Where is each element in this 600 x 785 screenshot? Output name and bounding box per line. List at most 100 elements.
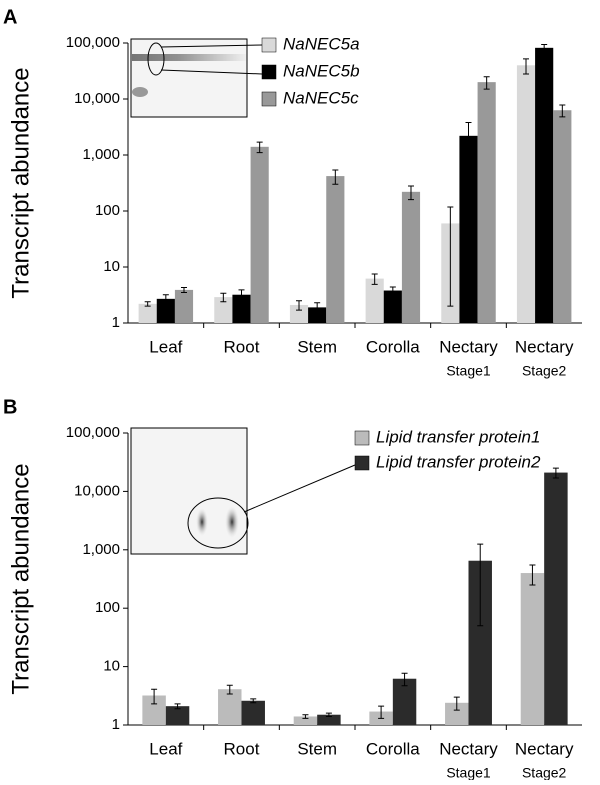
error-bar <box>302 714 309 719</box>
legend-label: NaNEC5b <box>283 61 360 80</box>
panel-label: A <box>3 6 17 28</box>
x-tick-label: Corolla <box>366 739 420 758</box>
bar <box>392 678 417 725</box>
bar <box>516 65 536 323</box>
y-tick-label: 10 <box>103 258 120 275</box>
error-bar <box>407 185 414 201</box>
gel-inset <box>130 427 356 555</box>
y-tick-label: 10,000 <box>74 90 120 107</box>
bar <box>468 560 492 725</box>
error-bar <box>325 712 332 717</box>
error-bar <box>541 44 548 53</box>
bar <box>477 82 496 323</box>
y-tick-label: 100,000 <box>66 424 120 441</box>
x-tick-label: Nectary <box>439 337 498 356</box>
legend-swatch <box>261 37 277 53</box>
legend-swatch <box>261 91 277 107</box>
bar <box>214 297 233 323</box>
bar <box>445 702 469 725</box>
error-bar <box>477 543 484 627</box>
bar <box>401 191 421 323</box>
legend-label: NaNEC5c <box>283 88 359 107</box>
x-tick-label: Stem <box>297 739 337 758</box>
error-bar <box>314 302 321 314</box>
error-bar <box>332 169 339 185</box>
error-bar <box>559 104 566 118</box>
error-bar <box>453 696 460 711</box>
y-tick-label: 1,000 <box>82 541 120 558</box>
error-bar <box>378 705 385 719</box>
bar <box>520 573 545 725</box>
y-axis-label: Transcript abundance <box>7 463 34 694</box>
error-bar <box>447 206 454 307</box>
x-tick-label: Stem <box>297 337 337 356</box>
x-tick-sublabel: Stage2 <box>522 363 567 379</box>
bar <box>293 716 318 725</box>
error-bar <box>180 287 187 294</box>
y-tick-label: 1 <box>112 716 120 733</box>
y-tick-label: 1 <box>112 314 120 331</box>
bar <box>383 290 402 323</box>
x-tick-label: Nectary <box>439 739 498 758</box>
x-tick-sublabel: Stage1 <box>446 765 491 780</box>
y-axis-label: Transcript abundance <box>7 67 34 298</box>
error-bar <box>371 273 378 285</box>
error-bar <box>529 564 536 586</box>
error-bar <box>389 286 396 296</box>
error-bar <box>296 300 303 311</box>
bar <box>165 706 190 725</box>
x-tick-label: Corolla <box>366 337 420 356</box>
legend-label: NaNEC5a <box>283 34 360 53</box>
bar <box>156 298 175 323</box>
bar <box>174 289 194 323</box>
bar <box>317 714 341 725</box>
error-bar <box>226 684 233 695</box>
panel-label: B <box>3 396 17 418</box>
x-tick-label: Leaf <box>149 337 182 356</box>
y-tick-label: 10 <box>103 658 120 675</box>
x-tick-label: Nectary <box>515 337 574 356</box>
x-tick-sublabel: Stage2 <box>522 765 567 780</box>
bar <box>326 176 345 323</box>
y-tick-label: 100,000 <box>66 34 120 51</box>
bar <box>553 110 572 323</box>
legend-swatch <box>354 430 370 446</box>
bar <box>218 689 242 725</box>
error-bar <box>483 76 490 90</box>
y-tick-label: 100 <box>95 599 120 616</box>
x-tick-label: Leaf <box>149 739 182 758</box>
legend-swatch <box>261 64 277 80</box>
bar <box>289 304 309 323</box>
error-bar <box>174 703 181 710</box>
bar <box>250 146 269 323</box>
gel-inset <box>130 38 263 118</box>
x-tick-label: Nectary <box>515 739 574 758</box>
error-bar <box>162 294 169 305</box>
legend-swatch <box>354 455 370 471</box>
x-tick-sublabel: Stage1 <box>446 363 491 379</box>
y-tick-label: 1,000 <box>82 146 120 163</box>
error-bar <box>401 672 408 687</box>
error-bar <box>256 141 263 154</box>
x-tick-label: Root <box>224 337 260 356</box>
error-bar <box>552 467 559 479</box>
error-bar <box>523 58 530 75</box>
bar <box>142 695 166 725</box>
bar <box>308 307 327 323</box>
legend-label: Lipid transfer protein1 <box>376 427 540 446</box>
bar <box>544 472 568 725</box>
error-bar <box>220 292 227 303</box>
bar <box>138 303 157 323</box>
error-bar <box>238 289 245 302</box>
x-tick-label: Root <box>224 739 260 758</box>
y-tick-label: 10,000 <box>74 482 120 499</box>
bar <box>232 294 251 323</box>
error-bar <box>465 122 472 168</box>
legend-label: Lipid transfer protein2 <box>376 452 541 471</box>
y-tick-label: 100 <box>95 202 120 219</box>
bar <box>459 135 478 323</box>
error-bar <box>250 698 257 704</box>
bar <box>365 278 384 323</box>
bar <box>241 700 265 725</box>
